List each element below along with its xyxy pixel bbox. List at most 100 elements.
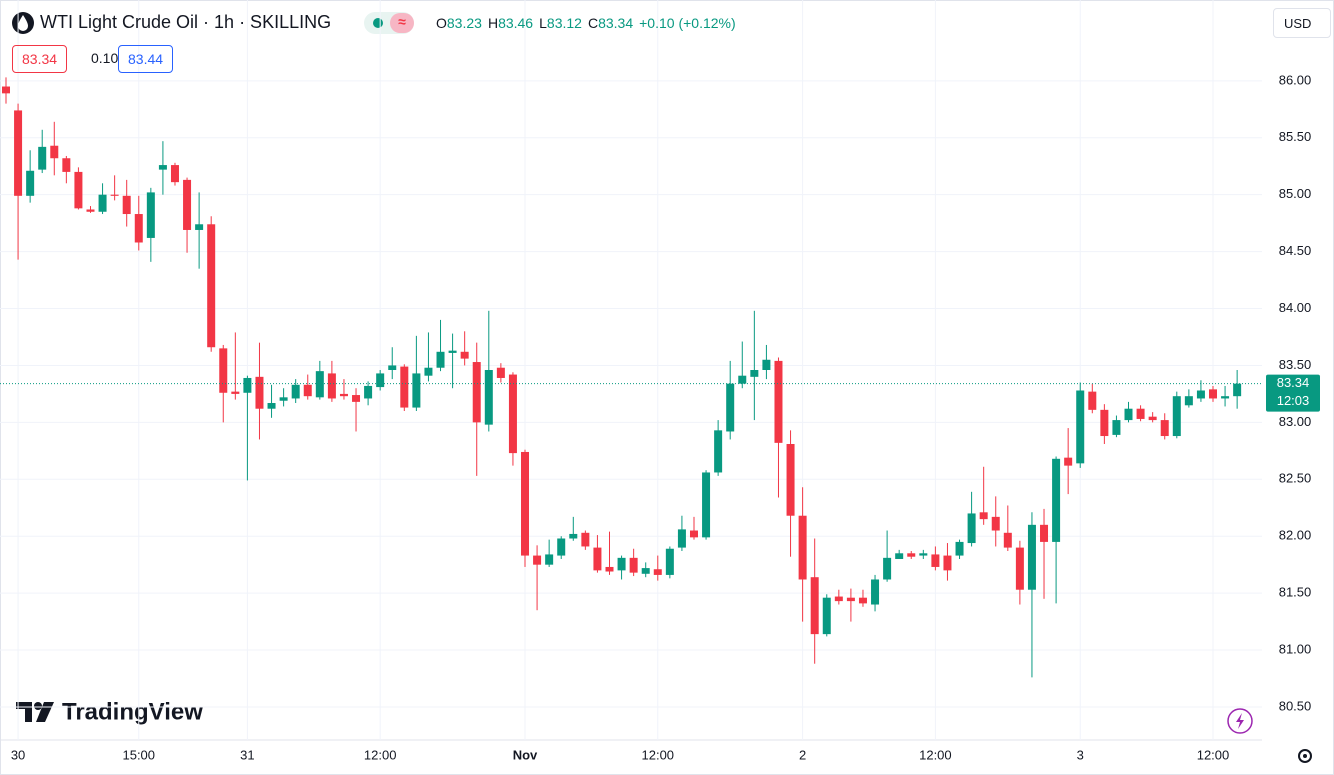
change: +0.10 (+0.12%): [639, 15, 736, 31]
candle-body: [822, 597, 831, 635]
y-tick-label: 83.50: [1279, 357, 1312, 372]
candle-body: [207, 224, 216, 348]
candle-body: [62, 158, 71, 172]
y-tick-label: 83.00: [1279, 414, 1312, 429]
candle-body: [967, 513, 976, 544]
candle-body: [327, 373, 336, 399]
candle-body: [1052, 458, 1061, 542]
y-tick-label: 85.50: [1279, 129, 1312, 144]
candle-body: [1064, 457, 1073, 466]
candle-body: [14, 110, 23, 196]
candle-body: [472, 362, 481, 423]
candle-body: [110, 194, 119, 196]
chart-title: WTI Light Crude Oil · 1h · SKILLING: [40, 12, 332, 32]
candle-body: [388, 365, 397, 370]
candle-body: [798, 515, 807, 580]
x-tick-label: 15:00: [122, 747, 155, 762]
candle-body: [1196, 390, 1205, 399]
y-tick-label: 85.00: [1279, 186, 1312, 201]
candle-body: [170, 165, 179, 183]
candle-body: [1233, 383, 1242, 397]
candle-body: [376, 373, 385, 388]
candle-body: [496, 367, 505, 378]
candle-body: [907, 553, 916, 557]
candle-body: [1172, 396, 1181, 437]
candle-body: [533, 555, 542, 565]
candle-body: [400, 366, 409, 408]
y-tick-label: 81.00: [1279, 641, 1312, 656]
candle-body: [122, 195, 131, 215]
candle-body: [1015, 547, 1024, 590]
candle-body: [943, 555, 952, 571]
candle-body: [38, 146, 47, 170]
ohlc-value: 83.23: [446, 15, 482, 31]
last-price-badge: [1266, 374, 1320, 412]
candle-body: [484, 370, 493, 425]
y-tick-label: 84.50: [1279, 243, 1312, 258]
delay-icon: ≈: [398, 14, 406, 30]
spread: 0.10: [91, 50, 119, 66]
candle-body: [134, 214, 143, 243]
candle-body: [1148, 416, 1157, 421]
candle-body: [279, 397, 288, 401]
x-tick-label: 12:00: [919, 747, 952, 762]
candle-body: [810, 577, 819, 635]
candle-body: [653, 569, 662, 575]
candle-body: [1100, 409, 1109, 437]
candle-body: [702, 472, 711, 538]
y-tick-label: 84.00: [1279, 300, 1312, 315]
currency-button[interactable]: USD: [1273, 8, 1331, 38]
candle-body: [726, 383, 735, 432]
candle-body: [291, 384, 300, 399]
y-tick-label: 82.00: [1279, 528, 1312, 543]
lightning-button[interactable]: [1227, 708, 1253, 734]
candle-body: [521, 451, 530, 556]
candle-body: [339, 393, 348, 397]
candle-body: [315, 371, 324, 398]
candle-body: [846, 597, 855, 602]
candle-body: [460, 351, 469, 359]
x-tick-label: 3: [1077, 747, 1084, 762]
candle-body: [883, 557, 892, 580]
candle-body: [424, 367, 433, 376]
candle-body: [267, 403, 276, 409]
settings-icon: [1303, 754, 1307, 758]
candle-body: [629, 557, 638, 573]
candle-body: [219, 348, 228, 393]
ohlc-key: O: [436, 15, 447, 31]
candle-body: [1136, 408, 1145, 419]
y-tick-label: 80.50: [1279, 698, 1312, 713]
candle-body: [74, 171, 83, 209]
candle-body: [931, 554, 940, 567]
candle-body: [352, 395, 361, 402]
candle-body: [955, 541, 964, 556]
settings-button[interactable]: [1298, 749, 1312, 763]
candle-body: [1112, 420, 1121, 435]
tv-logo-dot: [34, 702, 42, 710]
candle-body: [834, 596, 843, 602]
delay-badge: [390, 13, 414, 33]
candle-body: [1221, 396, 1230, 399]
candle-body: [1076, 390, 1085, 464]
candle-body: [895, 553, 904, 559]
ohlc-key: L: [539, 15, 547, 31]
ohlc-value: 83.46: [498, 15, 534, 31]
candle-body: [412, 373, 421, 408]
candle-body: [593, 547, 602, 571]
candle-body: [919, 553, 928, 556]
candle-body: [581, 532, 590, 547]
candle-body: [605, 566, 614, 572]
x-tick-label: 12:00: [1197, 747, 1230, 762]
candle-body: [858, 597, 867, 604]
ask-button[interactable]: 83.44: [118, 45, 174, 73]
ohlc-key: H: [487, 15, 499, 31]
symbol-icon-drop: [18, 15, 28, 31]
y-tick-label: 86.00: [1279, 72, 1312, 87]
candle-body: [183, 179, 192, 230]
bid-button[interactable]: 83.34: [12, 45, 68, 73]
candle-body: [762, 359, 771, 370]
candle-body: [364, 385, 373, 399]
y-tick-label: 81.50: [1279, 585, 1312, 600]
